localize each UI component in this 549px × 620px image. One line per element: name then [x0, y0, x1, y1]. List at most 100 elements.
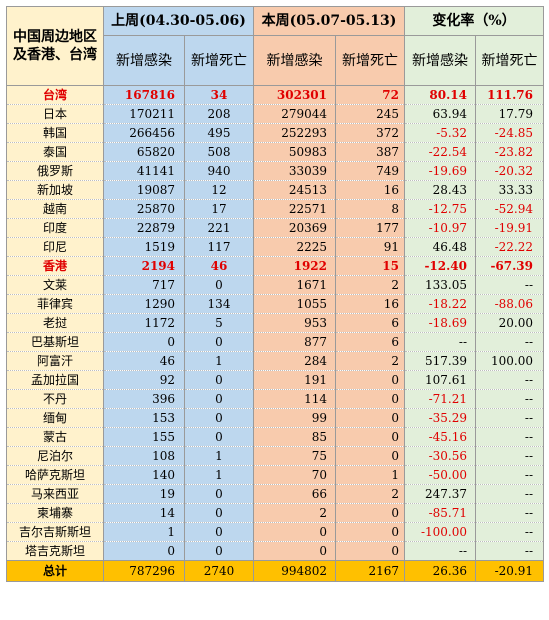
- change-deaths-cell: --: [475, 275, 544, 295]
- last-week-cases-cell: 46: [103, 351, 185, 371]
- change-deaths-cell: 100.00: [475, 351, 544, 371]
- change-deaths-header: 新增死亡: [475, 35, 544, 86]
- last-week-cases-cell: 140: [103, 465, 185, 485]
- last-week-cases-cell: 396: [103, 389, 185, 409]
- region-name: 孟加拉国: [6, 370, 104, 390]
- last-week-deaths-cell: 0: [184, 275, 254, 295]
- last-week-cases-cell: 41141: [103, 161, 185, 181]
- table-row: 日本 170211 208 279044 245 63.94 17.79: [6, 104, 544, 124]
- last-week-header: 上周(04.30-05.06): [103, 6, 254, 36]
- this-week-cases-cell: 24513: [253, 180, 336, 200]
- region-name: 尼泊尔: [6, 446, 104, 466]
- last-week-cases-cell: 19: [103, 484, 185, 504]
- last-week-cases-cell: 0: [103, 541, 185, 561]
- this-week-cases-cell: 0: [253, 522, 336, 542]
- total-row: 总计 787296 2740 994802 2167 26.36 -20.91: [6, 560, 544, 582]
- last-week-cases-cell: 2194: [103, 256, 185, 276]
- this-week-deaths-cell: 2: [335, 351, 405, 371]
- last-week-deaths-cell: 5: [184, 313, 254, 333]
- header-row-groups: 中国周边地区 及香港、台湾 上周(04.30-05.06) 本周(05.07-0…: [6, 6, 544, 86]
- this-week-deaths-cell: 0: [335, 503, 405, 523]
- region-header: 中国周边地区 及香港、台湾: [6, 6, 104, 86]
- change-deaths-cell: --: [475, 503, 544, 523]
- this-week-cases-cell: 33039: [253, 161, 336, 181]
- change-deaths-cell: -23.82: [475, 142, 544, 162]
- change-deaths-cell: --: [475, 408, 544, 428]
- table-row: 马来西亚 19 0 66 2 247.37 --: [6, 484, 544, 504]
- last-week-deaths-cell: 117: [184, 237, 254, 257]
- this-week-cases-cell: 953: [253, 313, 336, 333]
- last-week-cases-cell: 167816: [103, 85, 185, 105]
- change-deaths-cell: --: [475, 465, 544, 485]
- this-week-cases-cell: 22571: [253, 199, 336, 219]
- change-deaths-cell: 111.76: [475, 85, 544, 105]
- change-cases-cell: -85.71: [404, 503, 476, 523]
- last-week-deaths-cell: 940: [184, 161, 254, 181]
- this-week-deaths-cell: 0: [335, 389, 405, 409]
- last-week-cases-cell: 787296: [103, 560, 185, 582]
- last-week-cases-cell: 19087: [103, 180, 185, 200]
- last-week-cases-cell: 717: [103, 275, 185, 295]
- this-week-deaths-cell: 16: [335, 294, 405, 314]
- table-row: 新加坡 19087 12 24513 16 28.43 33.33: [6, 180, 544, 200]
- region-name: 印度: [6, 218, 104, 238]
- table-row: 缅甸 153 0 99 0 -35.29 --: [6, 408, 544, 428]
- last-week-cases-cell: 22879: [103, 218, 185, 238]
- last-week-deaths-cell: 221: [184, 218, 254, 238]
- this-week-deaths-cell: 72: [335, 85, 405, 105]
- last-week-deaths-cell: 208: [184, 104, 254, 124]
- this-week-cases-cell: 284: [253, 351, 336, 371]
- this-week-cases-cell: 1671: [253, 275, 336, 295]
- change-deaths-cell: --: [475, 446, 544, 466]
- region-name: 文莱: [6, 275, 104, 295]
- this-week-deaths-header: 新增死亡: [335, 35, 405, 86]
- this-week-cases-cell: 66: [253, 484, 336, 504]
- this-week-deaths-cell: 0: [335, 370, 405, 390]
- this-week-cases-cell: 85: [253, 427, 336, 447]
- change-deaths-cell: -22.22: [475, 237, 544, 257]
- change-cases-cell: -50.00: [404, 465, 476, 485]
- last-week-deaths-cell: 134: [184, 294, 254, 314]
- table-row: 哈萨克斯坦 140 1 70 1 -50.00 --: [6, 465, 544, 485]
- this-week-deaths-cell: 2: [335, 275, 405, 295]
- this-week-cases-cell: 994802: [253, 560, 336, 582]
- region-name: 阿富汗: [6, 351, 104, 371]
- last-week-cases-cell: 1: [103, 522, 185, 542]
- change-cases-cell: 133.05: [404, 275, 476, 295]
- last-week-deaths-cell: 46: [184, 256, 254, 276]
- last-week-deaths-cell: 0: [184, 389, 254, 409]
- change-cases-cell: -35.29: [404, 408, 476, 428]
- change-cases-cell: -71.21: [404, 389, 476, 409]
- change-cases-cell: -18.69: [404, 313, 476, 333]
- last-week-deaths-cell: 0: [184, 332, 254, 352]
- region-name: 泰国: [6, 142, 104, 162]
- this-week-deaths-cell: 6: [335, 313, 405, 333]
- last-week-deaths-cell: 508: [184, 142, 254, 162]
- last-week-deaths-cell: 0: [184, 427, 254, 447]
- last-week-deaths-cell: 17: [184, 199, 254, 219]
- region-name: 缅甸: [6, 408, 104, 428]
- region-name: 韩国: [6, 123, 104, 143]
- this-week-cases-cell: 114: [253, 389, 336, 409]
- this-week-deaths-cell: 0: [335, 427, 405, 447]
- last-week-cases-cell: 1519: [103, 237, 185, 257]
- region-name: 印尼: [6, 237, 104, 257]
- last-week-cases-cell: 0: [103, 332, 185, 352]
- last-week-cases-cell: 65820: [103, 142, 185, 162]
- header-row-sub: 新增感染 新增死亡 新增感染 新增死亡 新增感染 新增死亡: [7, 35, 544, 86]
- this-week-deaths-cell: 0: [335, 541, 405, 561]
- this-week-deaths-cell: 2: [335, 484, 405, 504]
- table-row: 文莱 717 0 1671 2 133.05 --: [6, 275, 544, 295]
- table-row: 印尼 1519 117 2225 91 46.48 -22.22: [6, 237, 544, 257]
- change-cases-cell: 107.61: [404, 370, 476, 390]
- this-week-deaths-cell: 245: [335, 104, 405, 124]
- this-week-cases-cell: 877: [253, 332, 336, 352]
- table-row: 塔吉克斯坦 0 0 0 0 -- --: [6, 541, 544, 561]
- change-deaths-cell: --: [475, 389, 544, 409]
- change-cases-cell: -10.97: [404, 218, 476, 238]
- this-week-deaths-cell: 749: [335, 161, 405, 181]
- table-row: 吉尔吉斯斯坦 1 0 0 0 -100.00 --: [6, 522, 544, 542]
- region-name: 香港: [6, 256, 104, 276]
- this-week-deaths-cell: 0: [335, 522, 405, 542]
- this-week-cases-cell: 1922: [253, 256, 336, 276]
